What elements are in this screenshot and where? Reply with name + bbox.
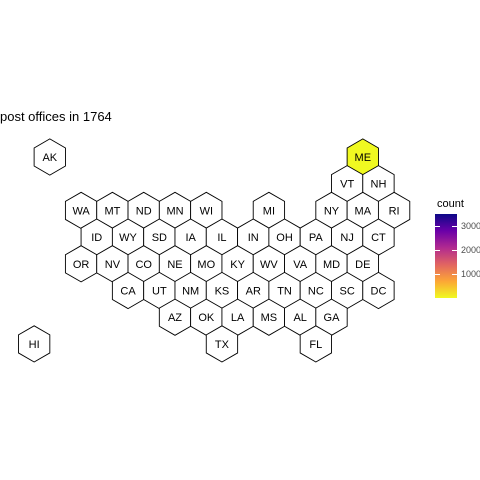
map-title: post offices in 1764	[0, 109, 112, 124]
legend-tick-mark	[435, 273, 440, 275]
state-hex-dc: DC	[362, 271, 395, 310]
state-label: IA	[185, 232, 196, 244]
state-hex-ak: AK	[33, 138, 66, 176]
state-label: IL	[217, 232, 226, 244]
state-label: GA	[324, 312, 341, 324]
state-hex-az: AZ	[158, 298, 192, 336]
state-label: SD	[152, 232, 167, 244]
state-hex-fl: FL	[299, 325, 332, 363]
state-label: OK	[198, 312, 215, 324]
legend-tick-label: 2000	[461, 245, 480, 255]
state-label: NE	[167, 259, 182, 271]
legend-tick-mark	[435, 225, 440, 227]
state-label: TN	[277, 286, 292, 298]
state-label: WA	[72, 205, 90, 217]
state-label: VA	[293, 259, 308, 271]
state-hex-wi: WI	[190, 191, 223, 230]
state-hex-ok: OK	[190, 298, 223, 336]
state-hex-shape	[205, 325, 239, 363]
state-label: MN	[166, 205, 183, 217]
legend-color-bar	[435, 214, 457, 298]
state-hex-shape	[299, 325, 332, 363]
state-label: CT	[371, 232, 386, 244]
state-label: FL	[309, 339, 322, 351]
state-label: IN	[248, 232, 259, 244]
state-label: TX	[215, 339, 230, 351]
state-label: KS	[215, 286, 230, 298]
state-label: CA	[120, 286, 136, 298]
state-hex-nd: ND	[127, 191, 160, 230]
state-label: NV	[105, 259, 121, 271]
state-hex-shape	[362, 271, 395, 310]
state-hex-al: AL	[284, 298, 317, 336]
state-hex-va: VA	[284, 245, 317, 283]
state-label: MT	[104, 205, 120, 217]
state-hex-ct: CT	[362, 218, 395, 256]
state-label: PA	[309, 232, 324, 244]
state-label: OR	[73, 259, 90, 271]
state-label: NH	[371, 179, 387, 191]
state-hex-hi: HI	[18, 325, 51, 363]
state-label: MA	[355, 205, 372, 217]
state-hex-shape	[18, 325, 51, 363]
state-hex-pa: PA	[299, 218, 332, 256]
state-label: NM	[182, 286, 199, 298]
state-label: HI	[29, 339, 40, 351]
state-label: SC	[340, 286, 355, 298]
state-hex-nh: NH	[362, 165, 395, 203]
state-hex-de: DE	[346, 245, 379, 283]
state-label: WI	[200, 205, 213, 217]
state-label: AR	[246, 286, 261, 298]
state-label: ID	[91, 232, 102, 244]
state-label: AL	[293, 312, 306, 324]
state-label: OH	[276, 232, 293, 244]
legend-tick-mark	[452, 249, 457, 251]
legend-tick-mark	[435, 249, 440, 251]
state-label: ME	[355, 152, 372, 164]
state-label: RI	[389, 205, 400, 217]
state-label: ND	[136, 205, 152, 217]
state-label: MD	[323, 259, 340, 271]
state-hex-shape	[33, 138, 66, 176]
state-label: NJ	[340, 232, 353, 244]
state-label: DE	[355, 259, 370, 271]
state-label: NY	[324, 205, 340, 217]
state-label: WY	[119, 232, 137, 244]
state-hex-tx: TX	[205, 325, 239, 363]
state-hex-ca: CA	[111, 271, 145, 310]
legend-tick-mark	[452, 273, 457, 275]
state-label: AZ	[168, 312, 182, 324]
legend-title: count	[437, 198, 464, 210]
state-hex-md: MD	[315, 245, 348, 283]
legend-tick-mark	[452, 225, 457, 227]
state-label: CO	[135, 259, 152, 271]
legend-tick-label: 1000	[461, 269, 480, 279]
state-label: MS	[261, 312, 278, 324]
legend-tick-label: 3000	[461, 221, 480, 231]
state-label: NC	[308, 286, 324, 298]
state-hex-wa: WA	[64, 191, 98, 230]
state-label: AK	[42, 152, 57, 164]
state-hex-vt: VT	[331, 165, 364, 203]
state-label: KY	[230, 259, 245, 271]
state-label: WV	[260, 259, 278, 271]
state-hex-ky: KY	[221, 245, 254, 283]
state-label: MO	[197, 259, 215, 271]
state-label: LA	[231, 312, 245, 324]
state-label: MI	[263, 205, 275, 217]
state-label: VT	[340, 179, 354, 191]
state-hex-mt: MT	[96, 191, 129, 230]
state-label: DC	[371, 286, 387, 298]
state-label: UT	[152, 286, 167, 298]
